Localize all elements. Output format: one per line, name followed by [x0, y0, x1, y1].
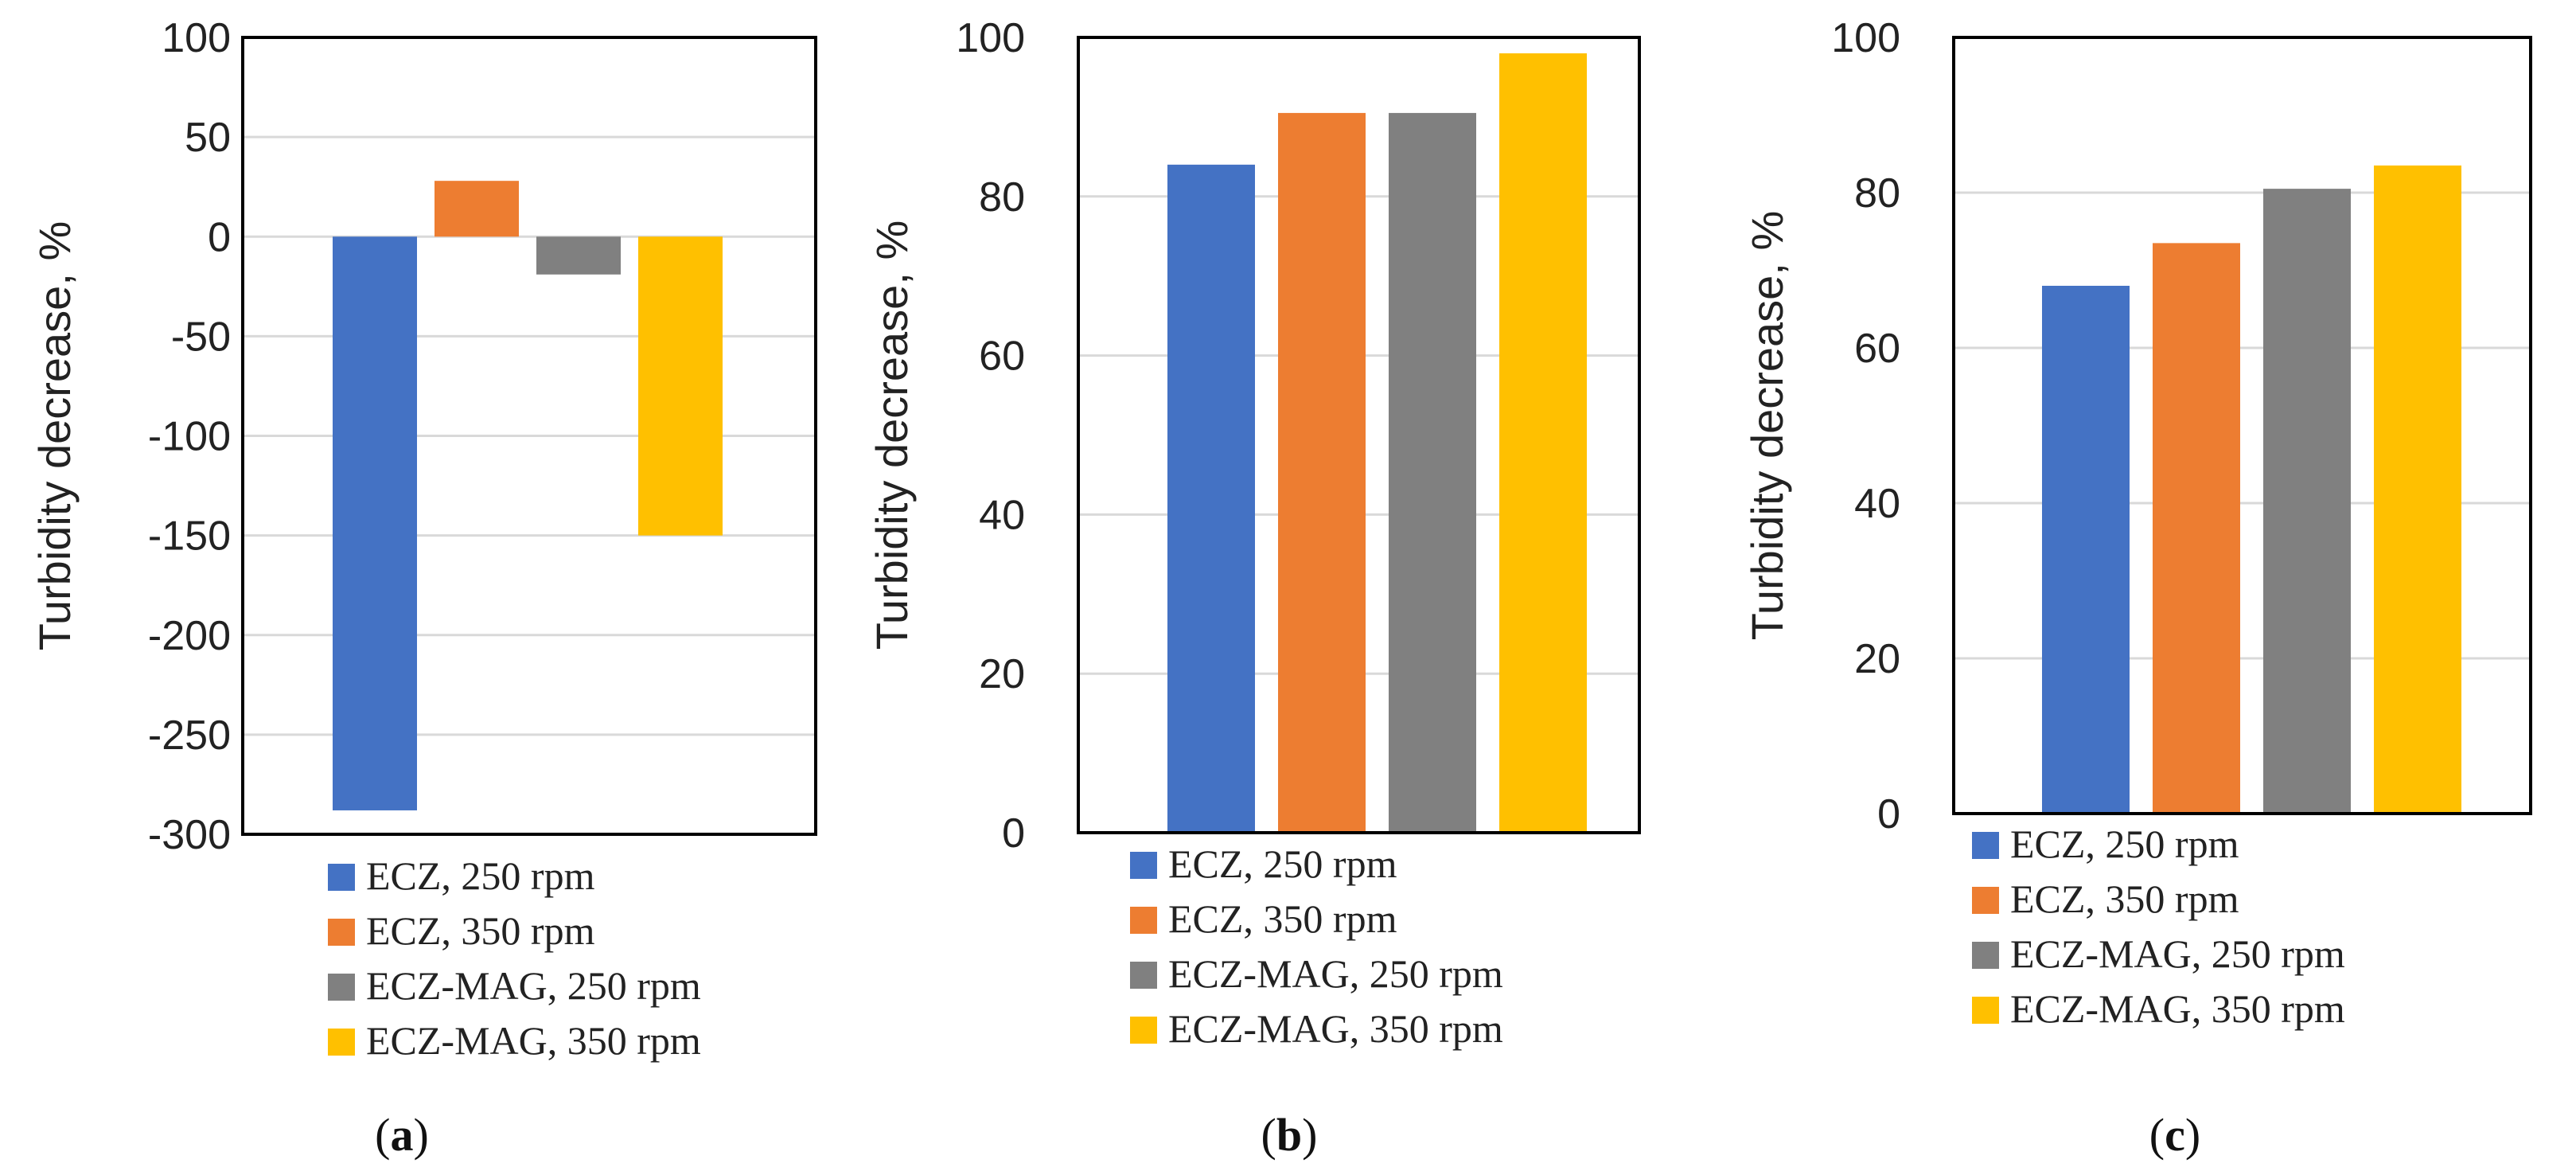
plot-frame [241, 36, 817, 836]
y-tick-label: -250 [148, 712, 231, 759]
y-tick-label: 60 [1854, 326, 1900, 372]
y-tick-label: 40 [979, 492, 1025, 538]
panel-caption: (a) [375, 1109, 429, 1161]
chart-panel-c: 100 80 60 40 20 0 Turbidity decrease, % ECZ, 25… [1742, 15, 2532, 1161]
bar-4 [2374, 165, 2461, 814]
plot-frame [1952, 36, 2532, 815]
panel-caption: (b) [1261, 1109, 1318, 1161]
y-tick-label: -300 [148, 812, 231, 858]
legend-swatch [328, 864, 355, 891]
bar-2 [2153, 243, 2240, 814]
y-axis-title: Turbidity decrease, % [867, 221, 917, 650]
legend-label: ECZ, 250 rpm [1168, 841, 1397, 886]
chart-panel-a: 100 50 0 -50 -100 -150 -200 -250 -300 Turbidity d… [29, 15, 817, 1161]
legend-swatch [328, 1029, 355, 1056]
legend-label: ECZ-MAG, 350 rpm [366, 1018, 701, 1063]
y-tick-label: 100 [1831, 15, 1900, 61]
y-axis-title: Turbidity decrease, % [29, 221, 80, 651]
legend-label: ECZ, 350 rpm [2010, 876, 2239, 921]
y-tick-label: 60 [979, 334, 1025, 380]
y-tick-label: 40 [1854, 481, 1900, 527]
legend-label: ECZ-MAG, 250 rpm [366, 963, 701, 1008]
y-tick-label: 80 [1854, 170, 1900, 217]
bar-2 [1278, 112, 1366, 833]
panel-caption-letter: a [391, 1109, 414, 1161]
legend-swatch [328, 919, 355, 946]
legend-label: ECZ-MAG, 350 rpm [1168, 1006, 1503, 1051]
y-tick-label: 20 [979, 651, 1025, 697]
legend-swatch [1972, 942, 1999, 969]
bar-4 [638, 236, 723, 536]
legend-label: ECZ, 350 rpm [366, 908, 595, 953]
y-tick-label: 0 [1002, 810, 1025, 857]
bar-2 [435, 181, 519, 237]
legend: ECZ, 250 rpm ECZ, 350 rpm ECZ-MAG, 250 rpm… [328, 853, 701, 1063]
y-tick-label: 100 [956, 15, 1025, 61]
y-tick-label: 50 [185, 115, 231, 161]
legend-label: ECZ, 350 rpm [1168, 896, 1397, 941]
legend: ECZ, 250 rpm ECZ, 350 rpm ECZ-MAG, 250 rpm… [1972, 822, 2345, 1031]
y-tick-label: -100 [148, 414, 231, 460]
panel-caption-letter: c [2165, 1109, 2185, 1161]
panel-caption: (c) [2149, 1109, 2200, 1161]
chart-panel-b: 100 80 60 40 20 0 Turbidity decrease, % ECZ, 25… [867, 15, 1641, 1161]
bar-3 [2263, 189, 2351, 814]
plot-frame [1077, 36, 1641, 834]
y-tick-label: -50 [171, 314, 231, 360]
legend-label: ECZ-MAG, 250 rpm [2010, 931, 2345, 976]
legend-swatch [1130, 962, 1157, 989]
y-tick-label: 0 [1877, 791, 1900, 837]
legend-label: ECZ, 250 rpm [2010, 822, 2239, 866]
panel-caption-letter: b [1276, 1109, 1302, 1161]
bar-4 [1499, 53, 1587, 833]
legend-label: ECZ, 250 rpm [366, 853, 595, 898]
y-tick-label: 80 [979, 174, 1025, 221]
legend-label: ECZ-MAG, 350 rpm [2010, 986, 2345, 1031]
y-tick-label: -200 [148, 613, 231, 659]
legend-label: ECZ-MAG, 250 rpm [1168, 951, 1503, 996]
y-tick-label: 0 [208, 214, 231, 260]
legend-swatch [1130, 1017, 1157, 1044]
legend-swatch [328, 974, 355, 1001]
legend-swatch [1130, 852, 1157, 879]
legend: ECZ, 250 rpm ECZ, 350 rpm ECZ-MAG, 250 rpm… [1130, 841, 1503, 1051]
bar-3 [1389, 112, 1476, 833]
legend-swatch [1972, 887, 1999, 914]
y-tick-label: 100 [162, 15, 231, 61]
legend-swatch [1130, 907, 1157, 934]
bar-3 [536, 236, 621, 275]
y-tick-label: -150 [148, 513, 231, 560]
y-tick-label: 20 [1854, 636, 1900, 682]
legend-swatch [1972, 832, 1999, 859]
bar-1 [1167, 164, 1255, 833]
legend-swatch [1972, 997, 1999, 1024]
y-axis-title: Turbidity decrease, % [1742, 211, 1792, 641]
bar-1 [2042, 286, 2130, 814]
bar-1 [333, 236, 417, 810]
